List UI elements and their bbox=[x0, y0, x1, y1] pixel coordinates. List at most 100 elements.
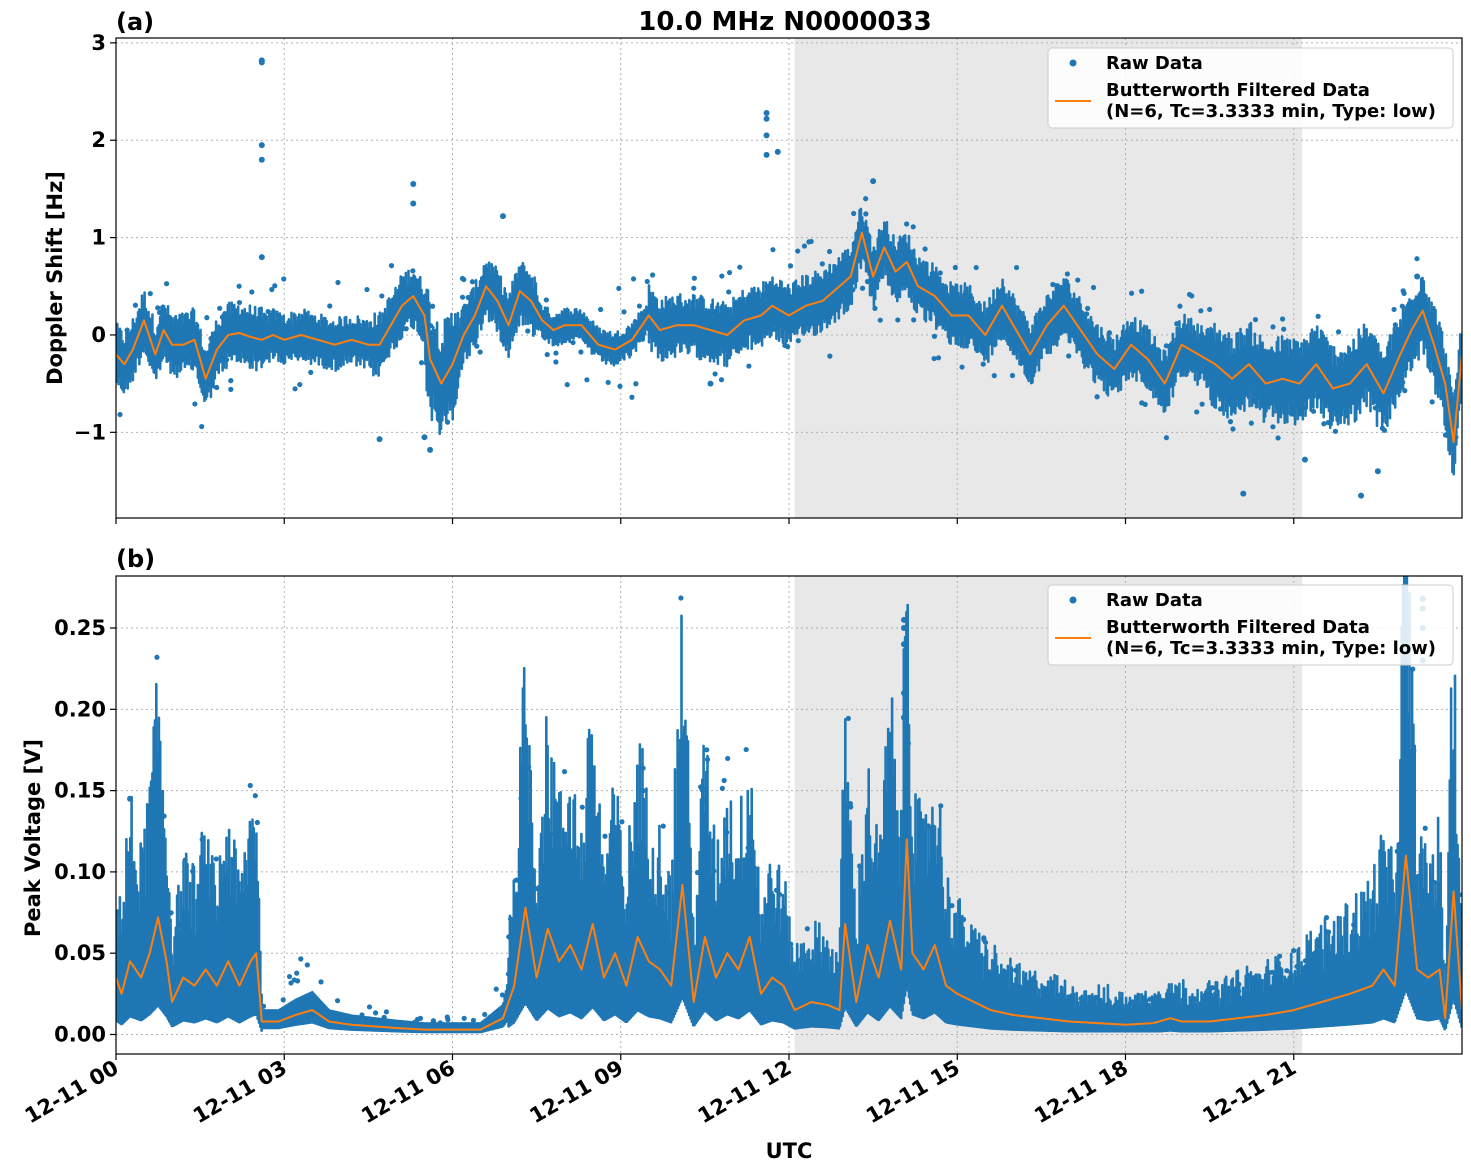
raw-data-point bbox=[1194, 409, 1200, 415]
raw-data-point bbox=[410, 200, 417, 207]
raw-data-point bbox=[822, 277, 828, 284]
raw-data-point bbox=[763, 132, 770, 139]
raw-data-point bbox=[1240, 490, 1247, 497]
raw-data-point bbox=[251, 320, 257, 326]
raw-data-point bbox=[1087, 324, 1093, 330]
raw-data-point bbox=[379, 293, 385, 299]
raw-data-point bbox=[216, 966, 222, 973]
raw-data-point bbox=[779, 322, 785, 328]
raw-data-point bbox=[1177, 303, 1183, 309]
raw-data-point bbox=[1128, 337, 1134, 344]
raw-data-point bbox=[799, 955, 805, 962]
raw-data-point bbox=[1119, 1003, 1125, 1009]
raw-data-point bbox=[543, 297, 549, 303]
raw-data-point bbox=[640, 788, 646, 794]
raw-data-point bbox=[272, 283, 278, 289]
raw-data-point bbox=[1431, 879, 1438, 886]
x-ticks-a bbox=[115, 518, 1295, 524]
raw-data-point bbox=[705, 837, 711, 844]
raw-data-point bbox=[163, 281, 170, 287]
raw-data-point bbox=[499, 213, 506, 220]
raw-data-point bbox=[1027, 337, 1033, 343]
raw-data-point bbox=[743, 746, 749, 753]
raw-data-point bbox=[409, 289, 415, 295]
raw-data-point bbox=[239, 901, 246, 908]
legend-label-filtered-line2-a: (N=6, Tc=3.3333 min, Type: low) bbox=[1106, 101, 1436, 122]
raw-data-point bbox=[1438, 330, 1444, 336]
raw-data-point bbox=[1090, 284, 1097, 291]
raw-data-point bbox=[1310, 373, 1316, 379]
raw-data-point bbox=[788, 941, 794, 947]
raw-data-point bbox=[783, 295, 789, 301]
raw-data-point bbox=[804, 926, 810, 932]
raw-data-point bbox=[1252, 996, 1258, 1002]
raw-data-point bbox=[1414, 273, 1421, 280]
raw-data-point bbox=[230, 958, 236, 965]
raw-data-point bbox=[199, 423, 205, 430]
raw-data-point bbox=[1224, 337, 1230, 343]
raw-data-point bbox=[1302, 405, 1309, 411]
raw-data-point bbox=[518, 795, 524, 801]
raw-data-point bbox=[1430, 307, 1436, 313]
raw-data-point bbox=[808, 238, 814, 245]
raw-data-point bbox=[1127, 1000, 1133, 1006]
raw-data-point bbox=[544, 351, 550, 358]
raw-data-point bbox=[712, 371, 718, 377]
raw-data-point bbox=[937, 270, 943, 276]
raw-data-point bbox=[298, 956, 304, 962]
raw-data-point bbox=[247, 782, 253, 789]
raw-data-point bbox=[1315, 313, 1321, 319]
raw-data-point bbox=[214, 384, 220, 391]
raw-data-point bbox=[602, 833, 608, 839]
raw-data-point bbox=[603, 906, 609, 913]
raw-data-point bbox=[664, 891, 670, 897]
raw-data-point bbox=[383, 1009, 390, 1015]
y-tick-label: 2 bbox=[91, 128, 106, 152]
raw-data-point bbox=[152, 847, 158, 853]
raw-data-point bbox=[719, 785, 725, 792]
raw-data-point bbox=[182, 857, 188, 863]
raw-data-point bbox=[294, 970, 300, 976]
raw-data-point bbox=[410, 181, 417, 188]
raw-data-point bbox=[381, 1014, 387, 1020]
raw-data-point bbox=[819, 261, 825, 267]
raw-data-point bbox=[403, 326, 409, 332]
raw-data-point bbox=[981, 937, 987, 943]
raw-data-point bbox=[1414, 256, 1420, 262]
raw-data-point bbox=[767, 321, 773, 327]
raw-data-point bbox=[1019, 320, 1025, 326]
panel-a: 3 2 1 0 −1 10.0 MHz N0000033 (a) Doppler Shi… bbox=[43, 7, 1463, 524]
raw-data-point bbox=[1248, 420, 1254, 426]
raw-data-point bbox=[1245, 383, 1251, 389]
raw-data-point bbox=[835, 967, 841, 973]
raw-data-point bbox=[1302, 980, 1309, 986]
legend-marker-raw-b bbox=[1069, 596, 1077, 604]
raw-data-point bbox=[116, 909, 120, 915]
raw-data-point bbox=[1394, 381, 1400, 387]
raw-data-point bbox=[570, 339, 576, 346]
raw-data-point bbox=[393, 1020, 399, 1026]
raw-data-point bbox=[491, 272, 498, 279]
raw-data-point bbox=[199, 918, 205, 924]
raw-data-point bbox=[704, 756, 711, 763]
raw-data-point bbox=[632, 319, 638, 325]
raw-data-point bbox=[230, 324, 236, 330]
raw-data-point bbox=[304, 962, 310, 968]
raw-data-point bbox=[617, 383, 623, 389]
raw-data-point bbox=[1381, 427, 1388, 433]
raw-data-point bbox=[848, 804, 854, 810]
raw-data-point bbox=[208, 335, 214, 342]
raw-data-point bbox=[863, 196, 869, 202]
raw-data-point bbox=[1174, 321, 1180, 327]
raw-data-point bbox=[704, 747, 710, 753]
raw-data-point bbox=[702, 797, 708, 803]
raw-data-point bbox=[564, 382, 570, 388]
raw-data-point bbox=[1151, 1003, 1157, 1009]
raw-data-point bbox=[644, 278, 650, 285]
raw-data-point bbox=[826, 248, 833, 255]
y-tick-label: 0.15 bbox=[54, 779, 106, 803]
raw-data-point bbox=[1075, 277, 1081, 283]
raw-data-point bbox=[126, 876, 133, 882]
raw-data-point bbox=[698, 784, 704, 790]
